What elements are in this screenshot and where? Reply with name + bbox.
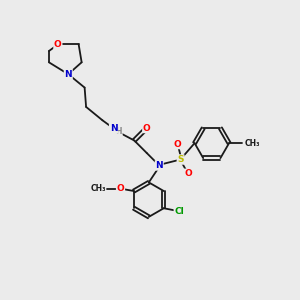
Text: H: H bbox=[116, 127, 122, 136]
Text: S: S bbox=[177, 155, 184, 164]
Text: O: O bbox=[143, 124, 151, 133]
Text: O: O bbox=[184, 169, 192, 178]
Text: O: O bbox=[117, 184, 124, 193]
Text: CH₃: CH₃ bbox=[90, 184, 106, 193]
Text: N: N bbox=[110, 124, 117, 133]
Text: Cl: Cl bbox=[174, 207, 184, 216]
Text: O: O bbox=[174, 140, 182, 148]
Text: CH₃: CH₃ bbox=[245, 139, 260, 148]
Text: N: N bbox=[64, 70, 72, 79]
Text: O: O bbox=[54, 40, 62, 49]
Text: N: N bbox=[155, 161, 163, 170]
